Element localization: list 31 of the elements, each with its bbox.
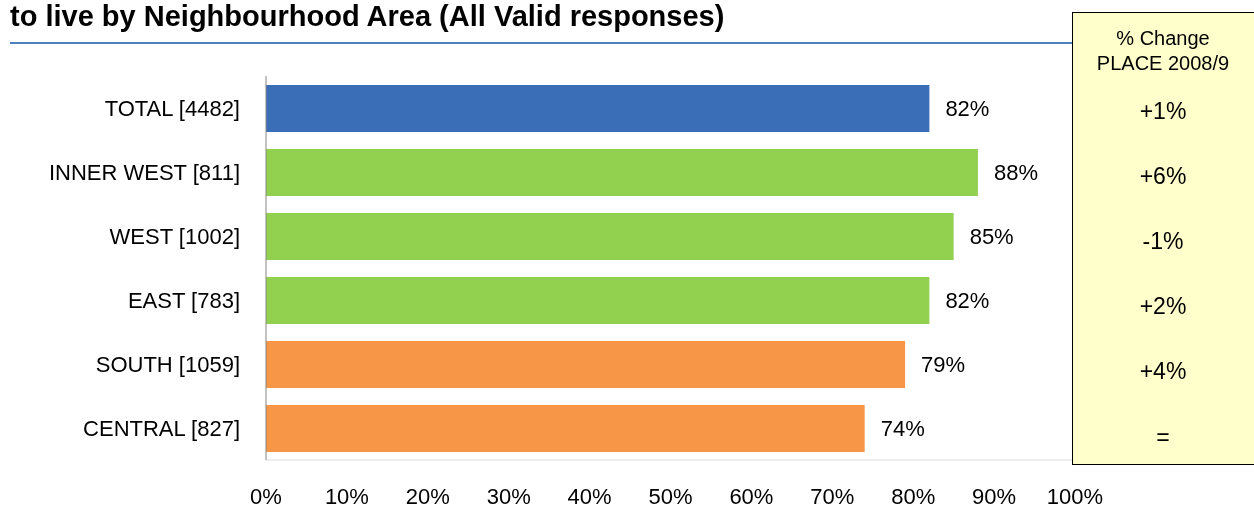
y-tick-label: TOTAL [4482]: [104, 95, 240, 121]
x-tick-label: 70%: [810, 483, 855, 509]
x-tick-label: 50%: [648, 483, 693, 509]
x-tick-label: 60%: [729, 483, 774, 509]
data-label: 79%: [921, 352, 966, 378]
x-tick-label: 10%: [324, 483, 369, 509]
y-tick-label: SOUTH [1059]: [95, 351, 240, 377]
bar: [266, 405, 865, 452]
y-tick-label: CENTRAL [827]: [83, 415, 240, 441]
bar: [266, 85, 930, 132]
data-label: 74%: [880, 416, 925, 442]
x-tick-label: 80%: [891, 483, 936, 509]
data-label: 82%: [945, 96, 990, 122]
bar: [266, 149, 978, 196]
chart-title: to live by Neighbourhood Area (All Valid responses): [10, 0, 725, 32]
y-tick-label: WEST [1002]: [109, 223, 240, 249]
bar: [266, 277, 930, 324]
change-panel: % Change PLACE 2008/9 +1% +6% -1% +2% +4% =: [1072, 12, 1254, 465]
bar: [266, 213, 954, 260]
bar: [266, 341, 906, 388]
x-tick-label: 90%: [972, 483, 1017, 509]
x-tick-label: 20%: [405, 483, 450, 509]
x-tick-label: 40%: [567, 483, 612, 509]
y-tick-label: EAST [783]: [127, 287, 240, 313]
x-tick-label: 100%: [1046, 483, 1104, 509]
y-tick-label: INNER WEST [811]: [48, 159, 240, 185]
data-label: 85%: [969, 224, 1014, 250]
x-tick-label: 0%: [250, 483, 282, 509]
data-label: 88%: [993, 160, 1038, 186]
data-label: 82%: [945, 288, 990, 314]
x-tick-label: 30%: [486, 483, 531, 509]
